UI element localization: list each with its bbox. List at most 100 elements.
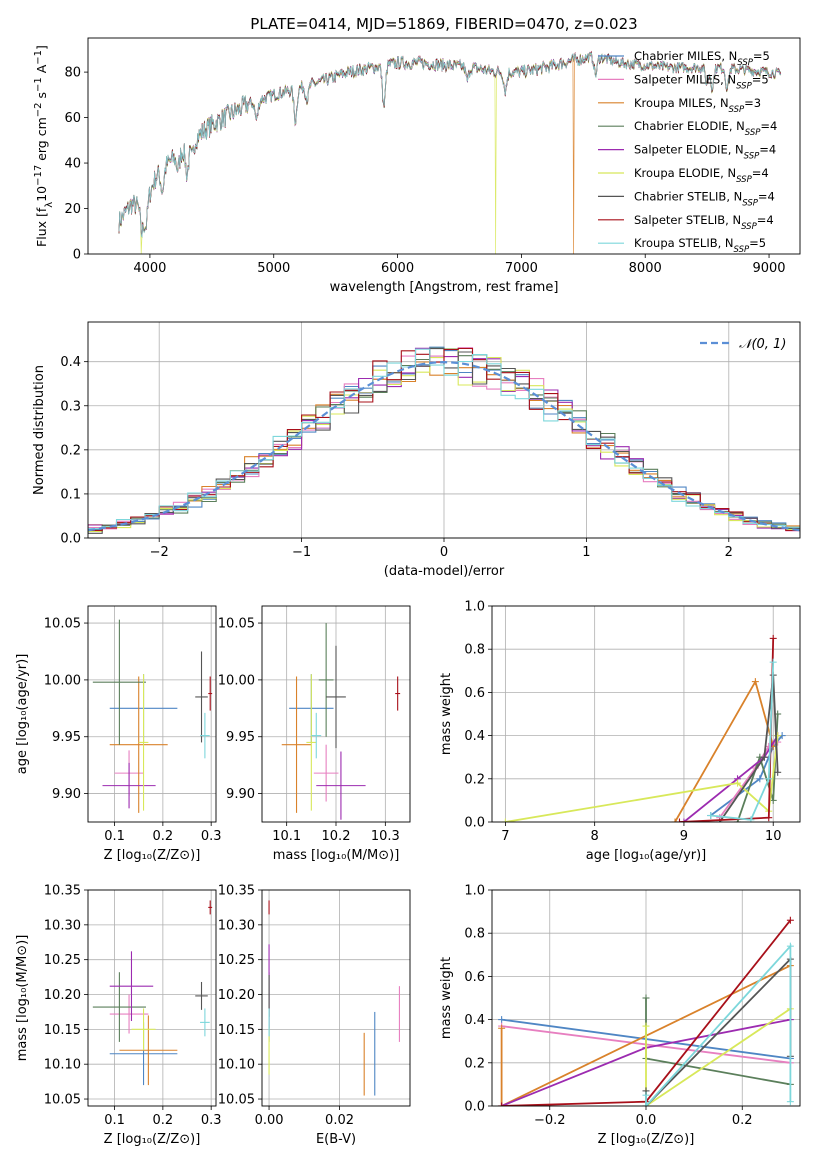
plot-frame (87, 321, 801, 539)
plot-frame (491, 605, 801, 823)
axes: 7 8 9 10 0.0 0.2 0.4 0.6 0.8 1.0 (464, 600, 800, 844)
x-tick-label: 1 (582, 545, 590, 560)
spectrum-line-8 (118, 51, 781, 238)
plot-area (92, 900, 213, 1086)
y-axis-label: Normed distribution (32, 365, 47, 495)
legend-label: Chabrier STELIB, NSSP=4 (634, 189, 775, 208)
x-axis-label: E(B-V) (316, 1132, 356, 1147)
legend-label: Kroupa STELIB, NSSP=5 (634, 236, 766, 255)
axes: 0.00 0.02 10.05 10.10 10.15 10.20 10.25 10.30 10… (218, 884, 410, 1128)
y-tick-label: 10.00 (218, 673, 255, 688)
x-tick-label: 2 (725, 545, 733, 560)
y-tick-label: 0.2 (464, 1056, 485, 1071)
y-tick-label: 10.10 (218, 1058, 255, 1073)
y-tick-label: 10.05 (44, 617, 81, 632)
y-tick-label: 40 (64, 157, 81, 172)
weight-series-6 (645, 956, 792, 1106)
y-tick-label: 0.2 (464, 772, 485, 787)
x-axis-label: (data-model)/error (384, 564, 505, 579)
figure-title: PLATE=0414, MJD=51869, FIBERID=0470, z=0… (250, 15, 637, 33)
x-tick-label: 0.2 (153, 829, 174, 844)
y-tick-label: 9.90 (226, 787, 255, 802)
x-tick-label: 0.0 (636, 1113, 657, 1128)
legend-label: Kroupa MILES, NSSP=3 (634, 96, 761, 115)
y-tick-label: 10.00 (44, 673, 81, 688)
y-tick-label: 10.35 (44, 884, 81, 899)
x-tick-label: 0.3 (201, 829, 222, 844)
y-tick-label: 0.4 (464, 1013, 485, 1028)
weight-series-7 (679, 638, 775, 822)
age-vs-mass-panel: 10.1 10.2 10.3 9.90 9.95 10.00 10.05 mass [log₁… (218, 605, 411, 863)
y-tick-label: 10.30 (218, 918, 255, 933)
plot-area (281, 623, 401, 820)
weight-series-2 (500, 964, 791, 1106)
y-tick-label: 1.0 (464, 884, 485, 899)
y-axis-label: Flux [fλ10−17 erg cm−2 s−1 A−1] (33, 45, 55, 247)
x-tick-label: 0.2 (732, 1113, 753, 1128)
x-tick-label: 8000 (629, 261, 662, 276)
y-tick-label: 10.05 (44, 1093, 81, 1108)
x-tick-label: 0.00 (255, 1113, 284, 1128)
y-tick-label: 0.1 (60, 487, 81, 502)
y-tick-label: 20 (64, 202, 81, 217)
y-tick-label: 0.4 (60, 355, 81, 370)
plot-area (88, 346, 800, 536)
y-tick-label: 0.4 (464, 729, 485, 744)
histogram-series-8 (88, 348, 800, 536)
x-tick-label: 0.2 (153, 1113, 174, 1128)
y-axis-label: mass [log₁₀(M/M⊙)] (15, 935, 30, 1062)
x-tick-label: 0 (440, 545, 448, 560)
y-tick-label: 10.30 (44, 918, 81, 933)
x-tick-label: 9000 (752, 261, 785, 276)
mass-weight-vs-age-panel: 7 8 9 10 0.0 0.2 0.4 0.6 0.8 1.0 age [log₁₀(age/yr… (439, 600, 801, 863)
spectrum-panel: 4000 5000 6000 7000 8000 9000 0 20 40 60 80 wavelen… (33, 37, 801, 295)
weight-series-8 (645, 943, 792, 1106)
mass-vs-metallicity-panel: 0.1 0.2 0.3 10.05 10.10 10.15 10.20 10.25 10.30 1… (15, 884, 222, 1148)
legend-label: Salpeter ELODIE, NSSP=4 (634, 143, 776, 162)
x-tick-label: 4000 (133, 261, 166, 276)
legend-label: Chabrier ELODIE, NSSP=4 (634, 119, 777, 138)
x-tick-label: 0.02 (325, 1113, 354, 1128)
plot-frame (261, 605, 411, 823)
x-tick-label: 10.3 (371, 829, 400, 844)
plot-area (268, 900, 400, 1096)
y-tick-label: 0.8 (464, 927, 485, 942)
axes: −0.2 0.0 0.2 0.0 0.2 0.4 0.6 0.8 1.0 (464, 884, 800, 1128)
plot-frame (87, 37, 801, 255)
x-tick-label: 7000 (505, 261, 538, 276)
plot-area (118, 50, 782, 254)
x-tick-label: 10 (765, 829, 782, 844)
legend-label: Kroupa ELODIE, NSSP=4 (634, 166, 769, 185)
y-tick-label: 0.2 (60, 443, 81, 458)
x-axis-label: Z [log₁₀(Z/Z⊙)] (104, 848, 201, 863)
plot-frame (261, 889, 411, 1107)
y-tick-label: 60 (64, 111, 81, 126)
y-tick-label: 10.05 (218, 617, 255, 632)
y-tick-label: 10.10 (44, 1058, 81, 1073)
x-axis-label: wavelength [Angstrom, rest frame] (330, 280, 559, 295)
y-tick-label: 10.15 (218, 1023, 255, 1038)
residuals-legend: 𝒩(0, 1) (700, 337, 786, 352)
axes: 4000 5000 6000 7000 8000 9000 0 20 40 60 80 (64, 66, 785, 276)
x-tick-label: 5000 (257, 261, 290, 276)
residuals-panel: −2 −1 0 1 2 0.0 0.1 0.2 0.3 0.4 (data-model)/error… (32, 321, 801, 579)
y-tick-label: 9.95 (52, 730, 81, 745)
x-tick-label: −2 (150, 545, 169, 560)
x-tick-label: 10.2 (322, 829, 351, 844)
y-tick-label: 10.20 (218, 988, 255, 1003)
x-axis-label: age [log₁₀(age/yr)] (586, 848, 707, 863)
y-tick-label: 10.35 (218, 884, 255, 899)
y-tick-label: 0.0 (60, 532, 81, 547)
x-axis-label: mass [log₁₀(M/M⊙)] (273, 848, 400, 863)
weight-series-5 (505, 735, 779, 822)
y-tick-label: 0.6 (464, 686, 485, 701)
x-tick-label: −1 (292, 545, 311, 560)
age-vs-metallicity-panel: 0.1 0.2 0.3 9.90 9.95 10.00 10.05 Z [log₁₀(Z/Z⊙… (15, 605, 222, 863)
x-axis-label: Z [log₁₀(Z/Z⊙)] (104, 1132, 201, 1147)
x-axis-label: Z [log₁₀(Z/Z⊙)] (598, 1132, 695, 1147)
axes: 10.1 10.2 10.3 9.90 9.95 10.00 10.05 (218, 606, 410, 844)
y-tick-label: 10.25 (44, 953, 81, 968)
x-tick-label: 10.1 (272, 829, 301, 844)
legend-label: Salpeter MILES, NSSP=5 (634, 72, 769, 91)
